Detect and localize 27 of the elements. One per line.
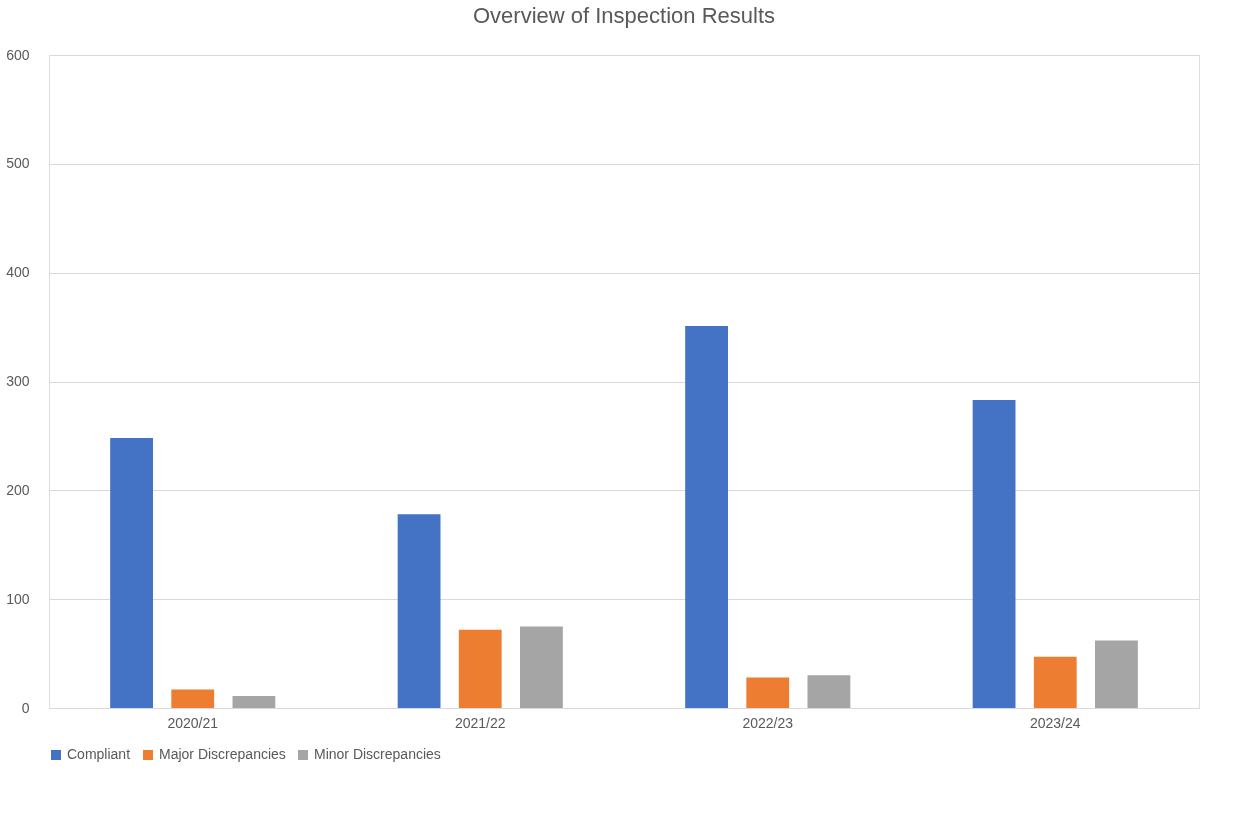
legend-label: Major Discrepancies [159,746,286,762]
y-tick-label: 600 [6,46,30,63]
bar [685,326,728,708]
legend-label: Minor Discrepancies [314,746,441,762]
y-tick-label: 0 [21,699,30,716]
bar [397,514,441,708]
bar [110,438,153,708]
bar [746,677,790,708]
y-tick-label: 300 [6,373,30,389]
bar [1033,656,1077,708]
y-tick-label: 500 [6,155,30,172]
x-tick-label: 2023/24 [1029,714,1081,731]
y-tick-label: 200 [6,481,30,498]
y-tick-label: 400 [6,264,30,281]
bar [232,696,276,708]
bar [520,626,563,708]
x-tick-label: 2022/23 [742,714,794,731]
y-tick-label: 100 [6,590,30,607]
bar [458,629,502,708]
legend-label: Compliant [67,746,131,762]
bar [972,400,1016,708]
x-tick-label: 2020/21 [167,714,219,731]
x-tick-label: 2021/22 [454,714,506,731]
chart-title: Overview of Inspection Results [472,3,776,28]
bar [171,689,215,708]
bar [1095,640,1138,708]
bar [807,675,851,708]
